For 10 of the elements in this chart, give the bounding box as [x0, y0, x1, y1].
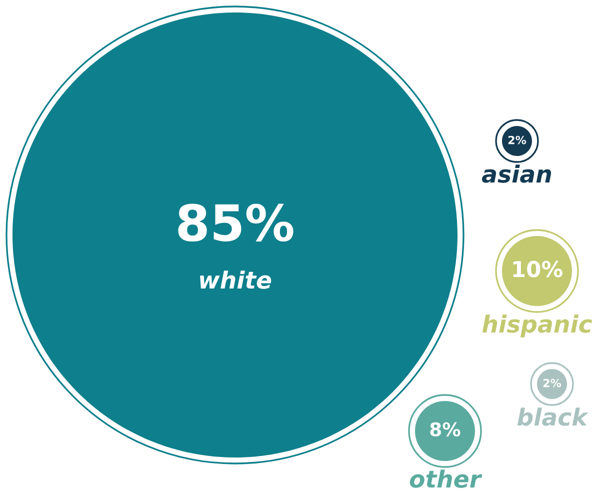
data-label: 2% — [543, 378, 562, 388]
data-label: 2% — [508, 136, 526, 144]
category-label: asian — [482, 164, 552, 183]
category-label: black — [517, 408, 589, 426]
category-label: white — [200, 270, 272, 289]
data-label: 85% — [178, 204, 294, 242]
category-label: other — [410, 470, 482, 488]
data-label: 10% — [513, 260, 562, 278]
category-label: hispanic — [482, 314, 592, 338]
data-label: 8% — [430, 422, 460, 436]
